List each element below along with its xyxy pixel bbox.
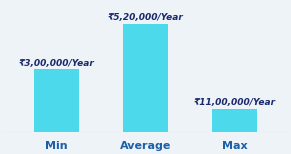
Text: ₹11,00,000/Year: ₹11,00,000/Year [194,98,276,107]
Bar [34,69,79,132]
Bar [212,109,257,132]
Bar [123,24,168,132]
Text: ₹3,00,000/Year: ₹3,00,000/Year [18,59,94,68]
Text: ₹5,20,000/Year: ₹5,20,000/Year [108,13,183,22]
